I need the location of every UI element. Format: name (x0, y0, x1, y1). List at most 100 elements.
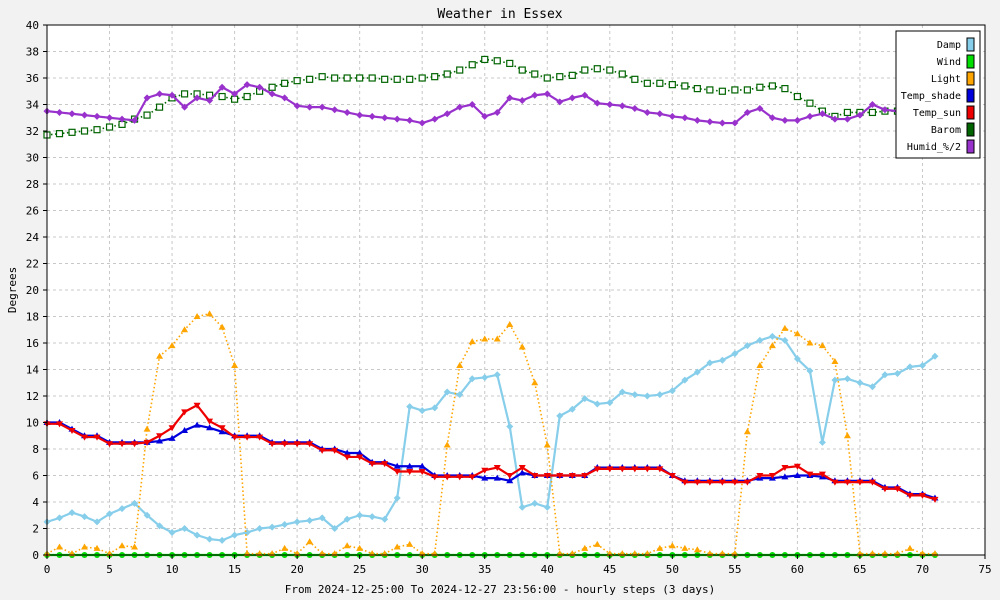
data-point-temp-sun (493, 465, 501, 472)
data-point-damp (531, 499, 539, 507)
data-point-light (393, 543, 401, 550)
data-point-light (543, 441, 551, 448)
data-point-damp (856, 379, 864, 387)
data-point-temp-shade (506, 477, 514, 484)
data-point-barom (218, 92, 226, 101)
x-tick-label: 35 (478, 563, 491, 576)
data-point-damp (568, 405, 576, 413)
data-point-humid-2 (706, 118, 714, 126)
data-point-humid-2 (456, 103, 464, 111)
data-point-humid-2 (68, 110, 76, 118)
data-point-damp (168, 528, 176, 536)
data-point-damp (543, 503, 551, 511)
data-point-barom (631, 75, 639, 83)
data-point-damp (556, 412, 564, 420)
data-point-temp-sun (381, 461, 389, 468)
data-point-temp-sun (806, 471, 814, 478)
data-point-barom (643, 79, 651, 87)
data-point-temp-shade (206, 424, 214, 431)
data-point-damp (718, 356, 726, 364)
data-point-temp-sun (343, 454, 351, 461)
data-point-damp (256, 525, 264, 532)
data-point-damp (918, 362, 926, 370)
data-point-barom (418, 74, 426, 82)
data-point-light (93, 544, 101, 551)
data-point-barom (493, 57, 501, 65)
data-point-barom (443, 70, 451, 78)
data-point-temp-sun (743, 479, 751, 486)
data-point-humid-2 (256, 83, 264, 91)
data-point-humid-2 (568, 94, 576, 102)
x-tick-label: 30 (416, 563, 429, 576)
data-point-temp-shade (793, 472, 801, 478)
data-point-light (693, 546, 701, 553)
data-point-temp-sun (406, 469, 414, 476)
legend-label-wind: Wind (937, 57, 961, 68)
x-tick-label: 60 (791, 563, 804, 576)
data-point-light (193, 313, 201, 319)
x-axis-ticks: 0 5 10 15 20 25 30 35 40 45 50 55 60 65 70 75 (44, 555, 992, 576)
data-point-temp-shade (156, 437, 164, 444)
data-point-damp (493, 371, 501, 379)
data-point-temp-shade (518, 469, 526, 476)
data-point-barom (356, 74, 364, 82)
data-point-barom (143, 111, 151, 119)
data-point-temp-sun (918, 492, 926, 499)
data-point-humid-2 (531, 91, 539, 99)
series-humid-2 (43, 81, 939, 127)
data-point-barom (368, 74, 376, 82)
data-point-damp (656, 391, 664, 399)
data-point-humid-2 (206, 97, 214, 105)
data-point-damp (368, 513, 376, 521)
data-point-light (481, 335, 489, 342)
data-point-temp-sun (243, 434, 251, 441)
data-point-temp-sun (193, 402, 201, 409)
legend-label-temp-sun: Temp_sun (913, 108, 961, 119)
x-axis-label: From 2024-12-25:00 To 2024-12-27 23:56:0… (285, 583, 715, 596)
data-point-light (143, 425, 151, 432)
data-point-damp (793, 355, 801, 363)
data-point-temp-sun (306, 441, 314, 448)
data-point-humid-2 (518, 97, 526, 105)
data-point-light (581, 544, 589, 551)
data-point-humid-2 (868, 101, 876, 108)
data-point-damp (356, 511, 364, 519)
data-point-temp-sun (606, 466, 614, 473)
data-point-damp (831, 376, 839, 384)
data-point-temp-sun (718, 479, 726, 486)
data-point-humid-2 (831, 115, 839, 123)
data-point-temp-sun (393, 469, 401, 476)
data-point-barom (468, 61, 476, 69)
data-point-temp-sun (706, 479, 714, 486)
data-point-damp (193, 531, 201, 539)
data-point-barom (243, 92, 251, 101)
data-point-light (593, 540, 601, 547)
data-point-temp-sun (468, 474, 476, 481)
data-point-temp-sun (556, 473, 564, 479)
data-point-damp (318, 514, 326, 522)
data-point-damp (881, 371, 889, 379)
data-point-barom (868, 108, 877, 117)
data-point-damp (381, 515, 389, 523)
data-point-damp (781, 336, 789, 344)
data-point-light (406, 540, 414, 547)
data-point-light (756, 362, 764, 369)
x-tick-label: 40 (541, 563, 554, 576)
data-point-humid-2 (606, 101, 614, 108)
y-tick-label: 38 (26, 46, 39, 59)
data-point-damp (406, 403, 414, 411)
data-point-temp-sun (481, 467, 489, 474)
data-point-humid-2 (493, 108, 501, 116)
data-point-humid-2 (106, 114, 114, 122)
data-point-humid-2 (543, 90, 551, 98)
data-point-temp-sun (568, 473, 576, 479)
data-point-humid-2 (393, 115, 401, 123)
data-point-humid-2 (56, 108, 64, 116)
x-tick-label: 75 (978, 563, 991, 576)
data-point-humid-2 (806, 112, 814, 120)
data-point-barom (843, 108, 852, 117)
legend-label-humid-2: Humid_%/2 (907, 142, 961, 153)
data-point-humid-2 (781, 116, 789, 124)
data-point-humid-2 (381, 114, 389, 122)
